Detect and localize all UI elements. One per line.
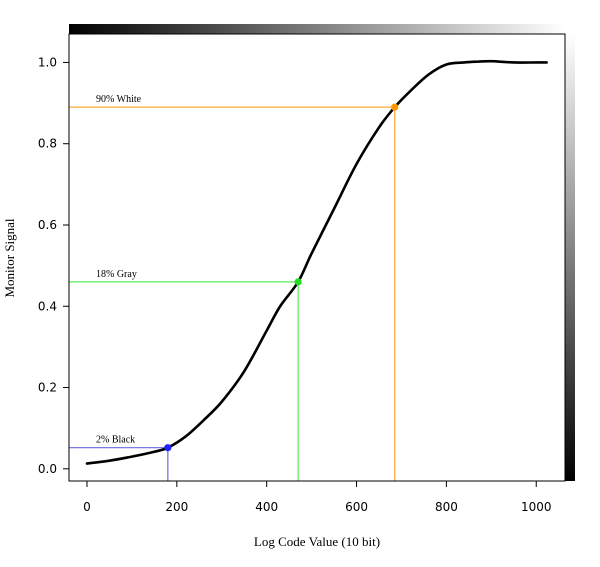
x-tick-label: 1000 xyxy=(521,500,552,514)
marker-label: 18% Gray xyxy=(96,269,137,280)
marker-guides xyxy=(69,106,396,481)
y-axis-title: Monitor Signal xyxy=(2,218,17,297)
x-tick-label: 200 xyxy=(165,500,188,514)
x-tick-label: 0 xyxy=(83,500,91,514)
marker-labels: 2% Black 18% Gray 90% White xyxy=(96,94,142,446)
x-tick-label: 600 xyxy=(345,500,368,514)
x-tick-label: 400 xyxy=(255,500,278,514)
series-line xyxy=(85,59,548,465)
right-gradient-bar xyxy=(565,34,575,481)
x-axis: 0 200 400 600 800 1000 xyxy=(83,481,552,514)
marker-points xyxy=(164,103,399,452)
top-gradient-bar xyxy=(69,24,565,34)
y-tick-label: 0.8 xyxy=(38,137,57,151)
y-tick-label: 1.0 xyxy=(38,55,57,69)
y-tick-label: 0.4 xyxy=(38,299,57,313)
x-tick-label: 800 xyxy=(435,500,458,514)
plot-frame xyxy=(68,33,566,482)
y-tick-label: 0.6 xyxy=(38,218,57,232)
marker-point xyxy=(294,278,302,286)
marker-label: 2% Black xyxy=(96,435,135,446)
x-axis-title: Log Code Value (10 bit) xyxy=(254,534,380,549)
y-tick-label: 0.2 xyxy=(38,381,57,395)
marker-point xyxy=(164,444,172,452)
y-tick-label: 0.0 xyxy=(38,462,57,476)
y-axis: 0.0 0.2 0.4 0.6 0.8 1.0 xyxy=(38,55,69,476)
marker-label: 90% White xyxy=(96,94,142,105)
marker-point xyxy=(391,103,399,111)
